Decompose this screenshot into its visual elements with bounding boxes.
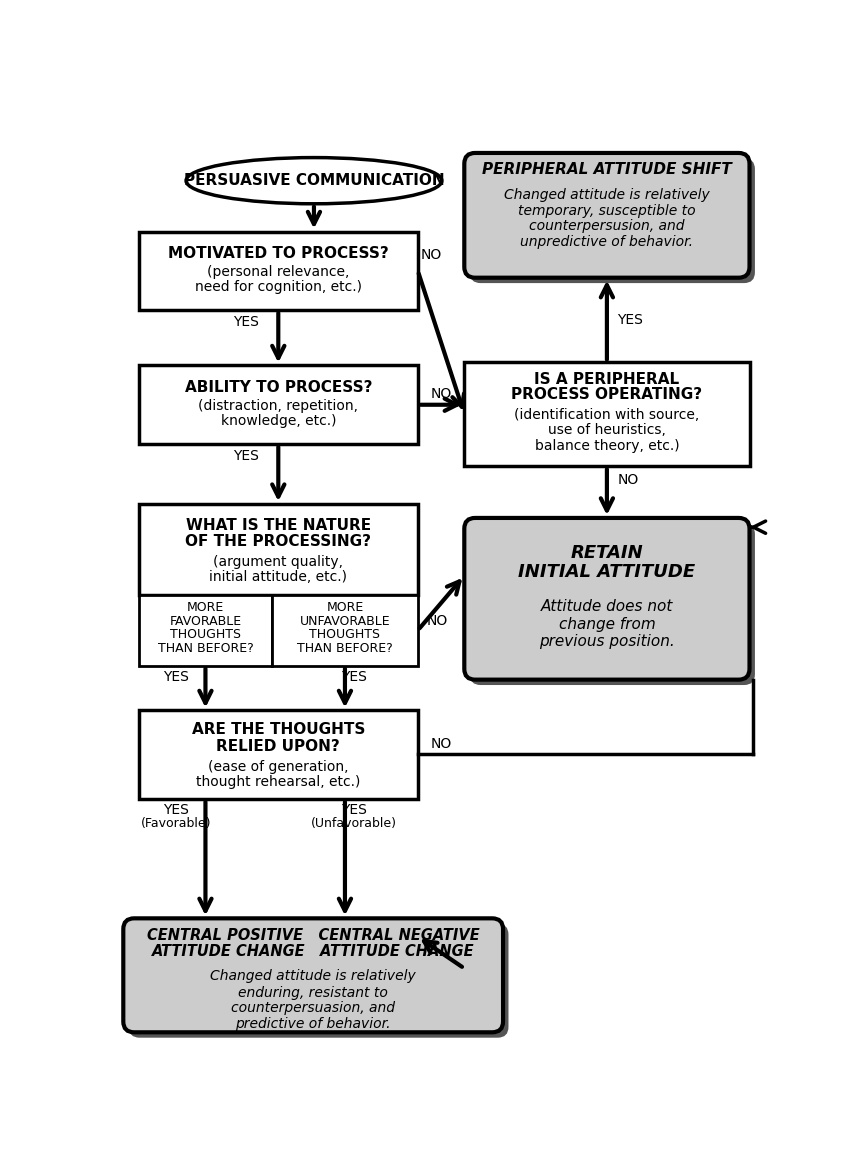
FancyBboxPatch shape: [464, 518, 750, 680]
Bar: [272, 595, 418, 666]
Text: MOTIVATED TO PROCESS?: MOTIVATED TO PROCESS?: [168, 246, 388, 260]
Text: RETAIN: RETAIN: [570, 544, 643, 561]
Text: (distraction, repetition,: (distraction, repetition,: [198, 398, 359, 413]
Text: RELIED UPON?: RELIED UPON?: [217, 740, 340, 754]
Text: (Favorable): (Favorable): [141, 817, 212, 830]
Text: (argument quality,: (argument quality,: [213, 554, 343, 568]
Bar: [139, 232, 418, 311]
Text: use of heuristics,: use of heuristics,: [548, 423, 666, 437]
FancyBboxPatch shape: [128, 924, 508, 1037]
Text: predictive of behavior.: predictive of behavior.: [235, 1017, 391, 1031]
Text: THOUGHTS: THOUGHTS: [309, 628, 381, 641]
Text: ATTITUDE CHANGE   ATTITUDE CHANGE: ATTITUDE CHANGE ATTITUDE CHANGE: [152, 943, 474, 959]
Text: IS A PERIPHERAL: IS A PERIPHERAL: [535, 372, 679, 387]
Text: NO: NO: [430, 387, 451, 401]
Text: YES: YES: [617, 313, 643, 327]
Text: change from: change from: [558, 616, 655, 632]
Text: CENTRAL POSITIVE   CENTRAL NEGATIVE: CENTRAL POSITIVE CENTRAL NEGATIVE: [147, 928, 479, 942]
Text: ABILITY TO PROCESS?: ABILITY TO PROCESS?: [184, 380, 372, 395]
Text: (Unfavorable): (Unfavorable): [311, 817, 397, 830]
FancyBboxPatch shape: [470, 524, 755, 684]
Text: YES: YES: [163, 803, 189, 817]
Text: PERSUASIVE COMMUNICATION: PERSUASIVE COMMUNICATION: [184, 173, 445, 189]
Text: PERIPHERAL ATTITUDE SHIFT: PERIPHERAL ATTITUDE SHIFT: [482, 163, 732, 177]
Text: unpredictive of behavior.: unpredictive of behavior.: [520, 234, 694, 248]
Text: YES: YES: [342, 669, 367, 683]
Text: counterpersuasion, and: counterpersuasion, and: [231, 1001, 395, 1015]
Bar: [139, 366, 418, 444]
Text: INITIAL ATTITUDE: INITIAL ATTITUDE: [518, 563, 695, 581]
Text: YES: YES: [233, 449, 258, 463]
Text: MORE: MORE: [326, 601, 364, 614]
Text: NO: NO: [421, 248, 442, 263]
Text: (ease of generation,: (ease of generation,: [208, 759, 348, 774]
Text: THAN BEFORE?: THAN BEFORE?: [297, 642, 393, 655]
Text: initial attitude, etc.): initial attitude, etc.): [209, 571, 348, 584]
Text: NO: NO: [430, 736, 451, 750]
Text: Changed attitude is relatively: Changed attitude is relatively: [210, 969, 416, 983]
Text: MORE: MORE: [187, 601, 224, 614]
Bar: [139, 595, 272, 666]
Text: previous position.: previous position.: [539, 634, 675, 649]
Text: YES: YES: [163, 669, 189, 683]
Text: FAVORABLE: FAVORABLE: [169, 614, 241, 628]
Text: THAN BEFORE?: THAN BEFORE?: [157, 642, 253, 655]
Text: knowledge, etc.): knowledge, etc.): [220, 414, 336, 428]
Text: (identification with source,: (identification with source,: [514, 408, 700, 422]
Text: THOUGHTS: THOUGHTS: [170, 628, 241, 641]
Text: (personal relevance,: (personal relevance,: [207, 265, 349, 279]
Text: enduring, resistant to: enduring, resistant to: [238, 986, 388, 1000]
Text: balance theory, etc.): balance theory, etc.): [535, 438, 679, 452]
Text: YES: YES: [233, 314, 258, 328]
Text: NO: NO: [427, 614, 448, 628]
Bar: [464, 362, 750, 466]
Ellipse shape: [186, 157, 442, 204]
Text: thought rehearsal, etc.): thought rehearsal, etc.): [196, 775, 360, 789]
FancyBboxPatch shape: [464, 154, 750, 278]
FancyBboxPatch shape: [123, 919, 503, 1033]
Text: temporary, susceptible to: temporary, susceptible to: [518, 204, 695, 218]
Text: PROCESS OPERATING?: PROCESS OPERATING?: [512, 387, 702, 402]
Text: OF THE PROCESSING?: OF THE PROCESSING?: [185, 533, 371, 548]
Text: Attitude does not: Attitude does not: [541, 599, 673, 614]
Text: NO: NO: [618, 473, 639, 488]
Bar: [139, 504, 418, 595]
Text: YES: YES: [342, 803, 367, 817]
Text: UNFAVORABLE: UNFAVORABLE: [300, 614, 390, 628]
Text: Changed attitude is relatively: Changed attitude is relatively: [504, 189, 710, 203]
Text: WHAT IS THE NATURE: WHAT IS THE NATURE: [186, 518, 371, 533]
Bar: [139, 710, 418, 799]
Text: need for cognition, etc.): need for cognition, etc.): [195, 280, 362, 294]
Text: ARE THE THOUGHTS: ARE THE THOUGHTS: [191, 722, 365, 737]
FancyBboxPatch shape: [470, 158, 755, 284]
Text: counterpersusion, and: counterpersusion, and: [530, 219, 684, 233]
